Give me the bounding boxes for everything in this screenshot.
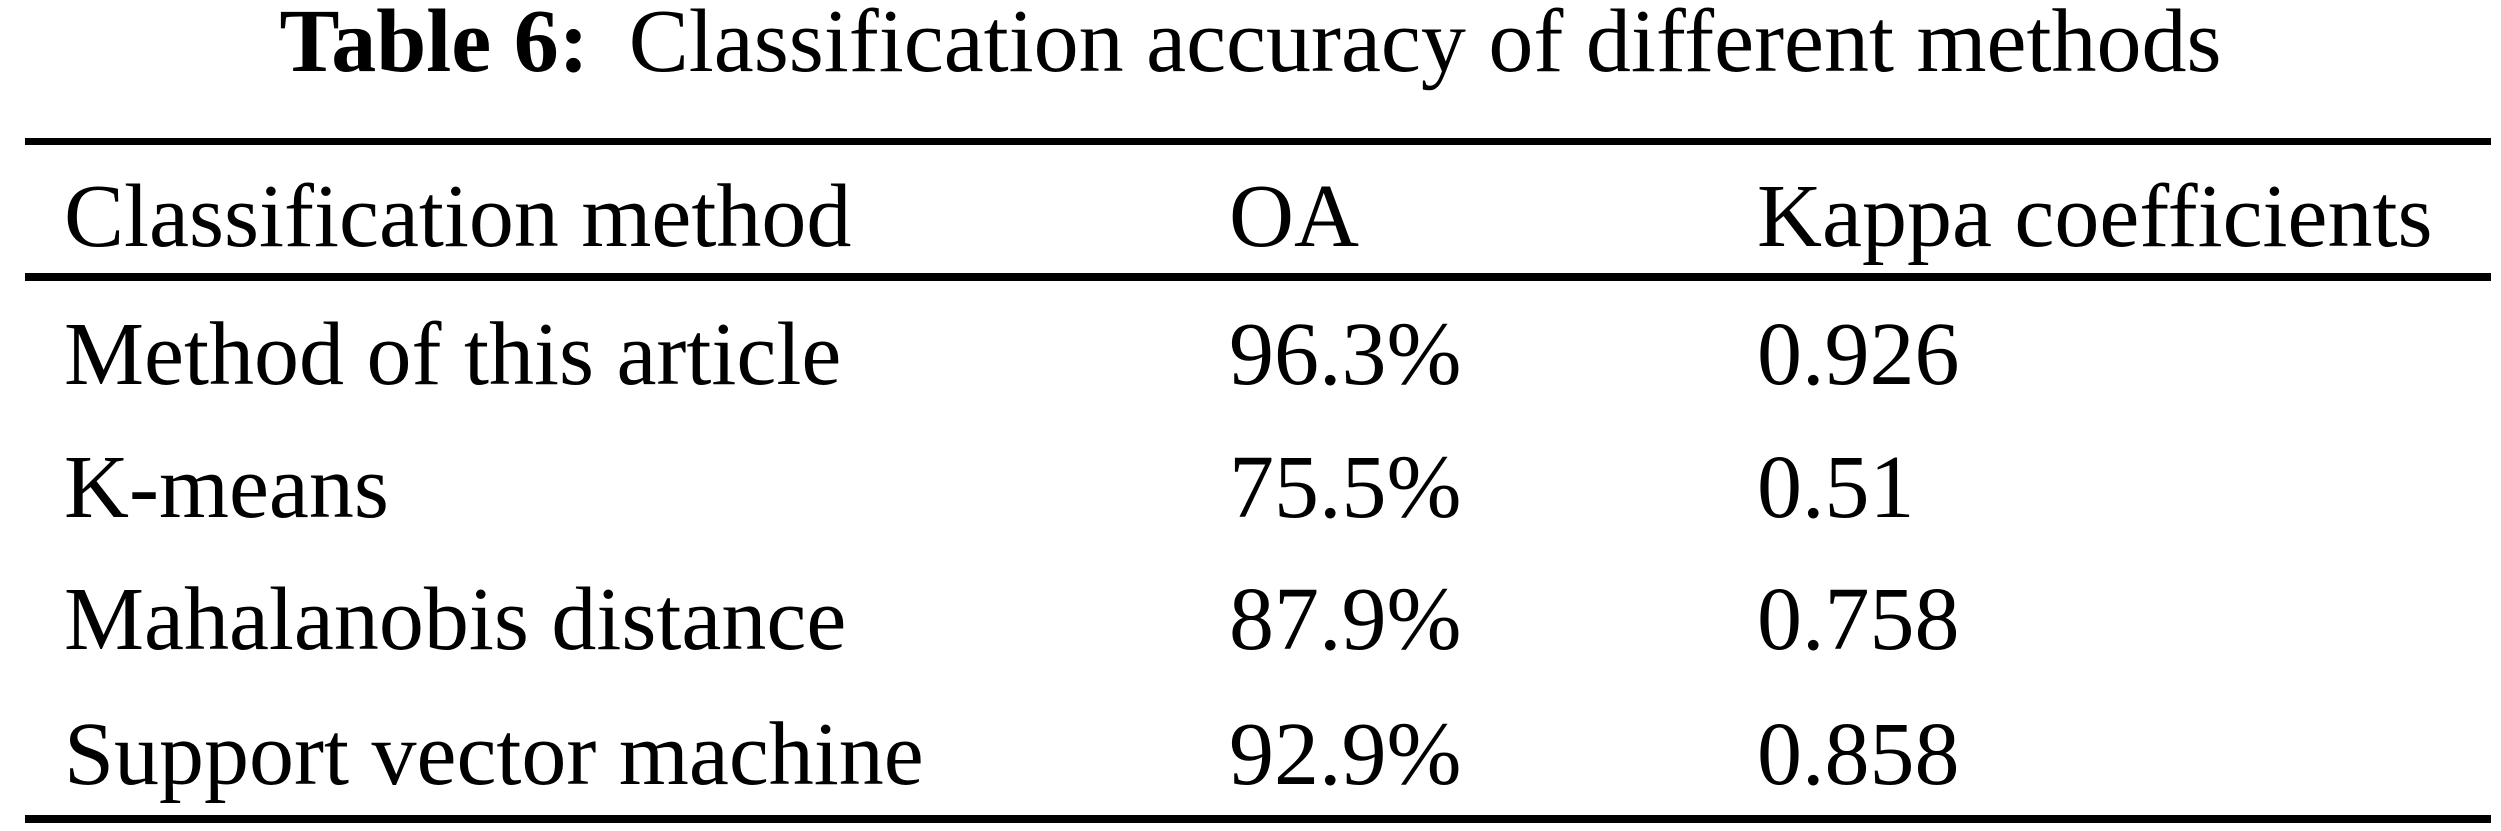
table-caption-label: Table 6: [279,0,589,91]
column-header-kappa: Kappa coefficients [1757,167,2433,266]
table-caption: Table 6: Classification accuracy of diffe… [0,0,2501,88]
cell-kappa: 0.926 [1757,305,1960,404]
table-rule-bottom [25,815,2491,823]
cell-method: K-means [64,438,389,537]
cell-method: Support vector machine [64,705,924,804]
table-rule-header-separator [25,273,2491,281]
cell-oa: 96.3% [1229,305,1462,404]
column-header-method: Classification method [64,167,852,266]
cell-kappa: 0.51 [1757,438,1915,537]
cell-oa: 87.9% [1229,570,1462,669]
table-caption-text: Classification accuracy of different met… [628,0,2222,91]
cell-kappa: 0.858 [1757,705,1960,804]
column-header-oa: OA [1229,167,1359,266]
cell-oa: 92.9% [1229,705,1462,804]
table-rule-top [25,138,2491,145]
cell-kappa: 0.758 [1757,570,1960,669]
cell-oa: 75.5% [1229,438,1462,537]
cell-method: Method of this article [64,305,842,404]
cell-method: Mahalanobis distance [64,570,847,669]
